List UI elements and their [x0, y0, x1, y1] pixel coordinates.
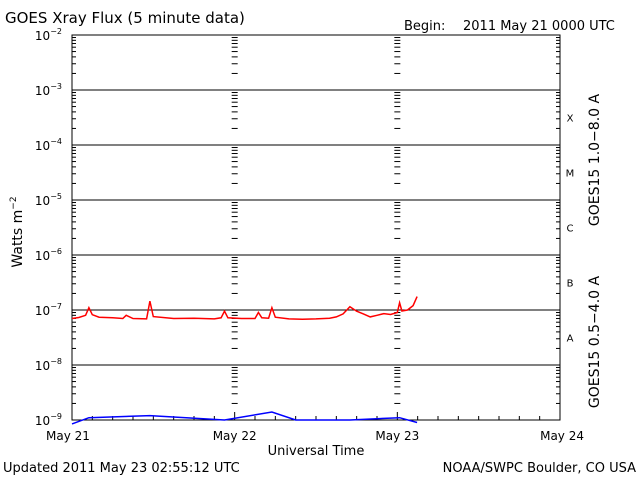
begin-label: Begin: [404, 19, 445, 34]
x-tick-label: May 24 [540, 429, 584, 443]
chart-title: GOES Xray Flux (5 minute data) [5, 9, 245, 27]
x-tick-label: May 22 [213, 429, 257, 443]
flare-class-b: B [567, 279, 574, 290]
data-series [71, 296, 418, 425]
legend-long-channel: GOES15 1.0−8.0 A [587, 94, 603, 227]
y-tick-label: 10−2 [35, 27, 62, 43]
y-axis-label-text: Watts m [10, 210, 26, 268]
axis-ticks [71, 37, 561, 421]
y-tick-label: 10−3 [35, 82, 62, 98]
flare-class-c: C [567, 224, 574, 235]
updated-timestamp: Updated 2011 May 23 02:55:12 UTC [3, 461, 240, 476]
y-tick-label: 10−4 [35, 137, 62, 153]
series-line-long-channel [71, 296, 418, 320]
y-tick-label: 10−5 [35, 192, 62, 208]
flare-class-x: X [567, 114, 574, 125]
y-tick-label: 10−9 [35, 412, 62, 428]
flare-class-m: M [566, 169, 575, 180]
plot-frame [71, 34, 561, 421]
legend-short-channel: GOES15 0.5−4.0 A [587, 276, 603, 409]
y-axis-label: Watts m−2 [9, 196, 26, 267]
x-axis-label: Universal Time [268, 444, 365, 459]
y-tick-labels: 10−9 10−8 10−7 10−6 10−5 10−4 10−3 10−2 [35, 27, 62, 428]
x-tick-label: May 21 [46, 429, 90, 443]
begin-value: 2011 May 21 0000 UTC [463, 19, 615, 34]
y-tick-label: 10−8 [35, 357, 62, 373]
flare-class-a: A [567, 334, 574, 345]
credit-text: NOAA/SWPC Boulder, CO USA [443, 461, 636, 476]
y-axis-label-exponent: −2 [9, 196, 19, 209]
x-tick-label: May 23 [375, 429, 419, 443]
y-tick-label: 10−6 [35, 247, 62, 263]
decade-gridlines [72, 89, 560, 366]
x-tick-labels: May 21 May 22 May 23 May 24 [46, 429, 584, 443]
series-line-short-channel [71, 411, 418, 425]
flare-class-labels: A B C M X [566, 114, 575, 345]
y-tick-label: 10−7 [35, 302, 62, 318]
